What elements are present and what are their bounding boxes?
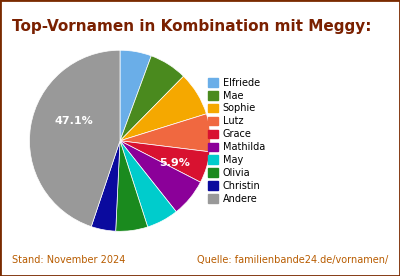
Wedge shape bbox=[120, 76, 206, 141]
Wedge shape bbox=[120, 114, 210, 152]
Text: Quelle: familienbande24.de/vornamen/: Quelle: familienbande24.de/vornamen/ bbox=[197, 255, 388, 265]
Legend: Elfriede, Mae, Sophie, Lutz, Grace, Mathilda, May, Olivia, Christin, Andere: Elfriede, Mae, Sophie, Lutz, Grace, Math… bbox=[204, 74, 269, 208]
Wedge shape bbox=[120, 141, 210, 182]
Text: Stand: November 2024: Stand: November 2024 bbox=[12, 255, 125, 265]
Wedge shape bbox=[120, 56, 184, 141]
Wedge shape bbox=[120, 141, 176, 227]
Wedge shape bbox=[91, 141, 120, 231]
Wedge shape bbox=[120, 141, 200, 212]
Text: 47.1%: 47.1% bbox=[55, 116, 94, 126]
Text: Top-Vornamen in Kombination mit Meggy:: Top-Vornamen in Kombination mit Meggy: bbox=[12, 19, 372, 34]
Text: 5.9%: 5.9% bbox=[159, 158, 190, 168]
Wedge shape bbox=[116, 141, 148, 231]
Wedge shape bbox=[30, 50, 120, 227]
Wedge shape bbox=[120, 50, 151, 141]
